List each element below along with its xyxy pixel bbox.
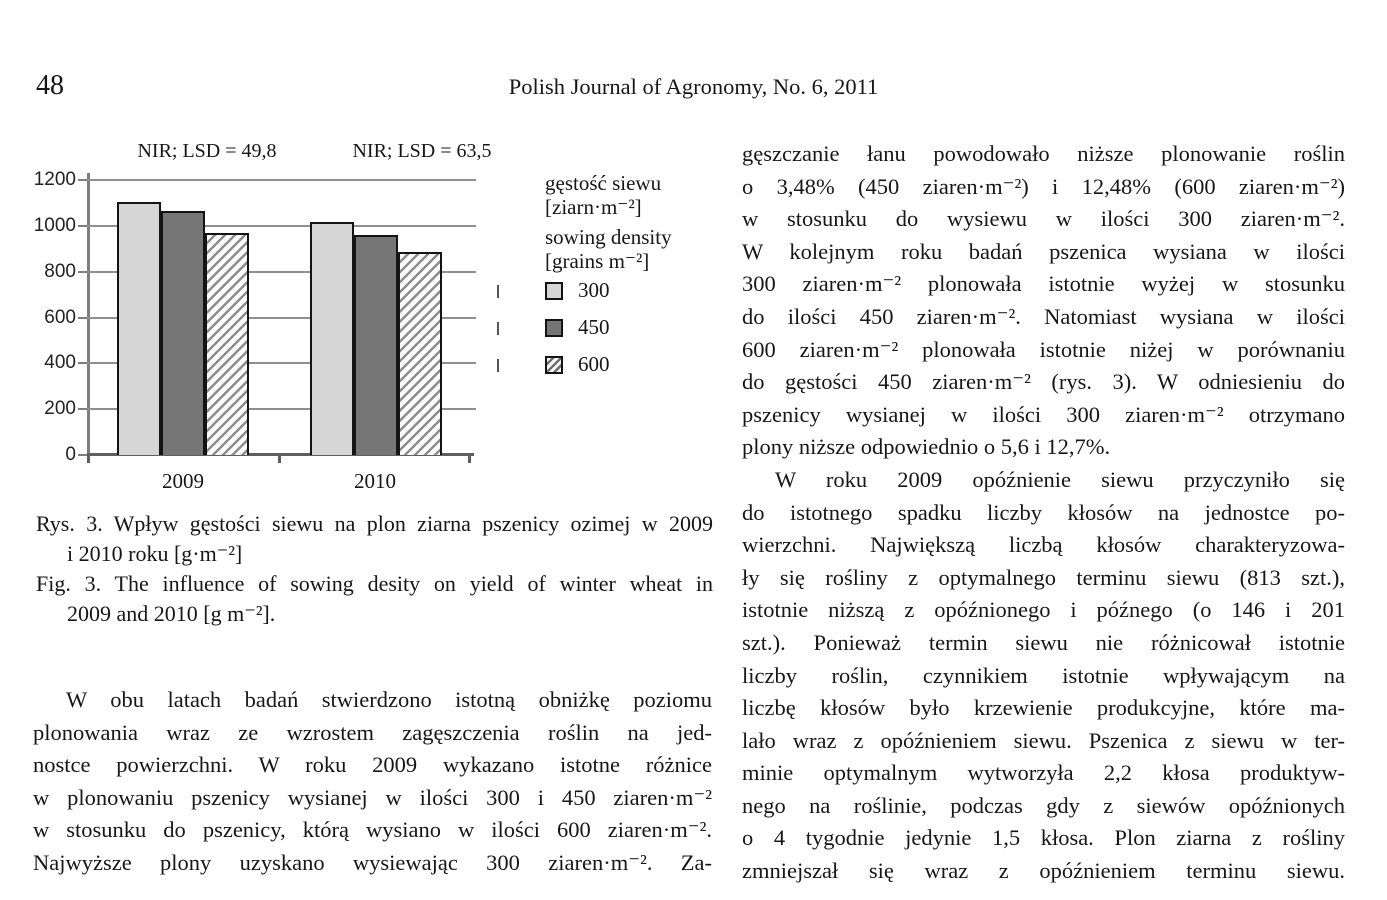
right-column-paragraph-1: gęszczanie łanu powodowało niższe plonow…	[742, 138, 1345, 464]
caption-line-pl-cont: i 2010 roku [g·m⁻²]	[67, 541, 243, 566]
text-line: do gęstości 450 ziaren·m⁻² (rys. 3). W o…	[742, 369, 1345, 395]
gridline	[87, 362, 476, 365]
text-line: plony niższe odpowiednio o 5,6 i 12,7%.	[742, 434, 1111, 460]
text-line: w plonowaniu pszenicy wysianej w ilości …	[33, 784, 712, 810]
y-axis-tick-label: 0	[65, 444, 76, 465]
text-line: liczby roślin, czynnikiem istotnie wpływ…	[742, 662, 1345, 688]
bar-2009-600	[205, 233, 249, 455]
bar-2009-300	[117, 201, 161, 455]
chart-legend: gęstość siewu [ziarn·m⁻²] sowing density…	[545, 133, 725, 393]
x-axis-tick	[278, 456, 281, 463]
text-line: W roku 2009 opóźnienie siewu przyczyniło…	[775, 466, 1345, 492]
text-line: o 3,48% (450 ziaren·m⁻²) i 12,48% (600 z…	[742, 173, 1345, 199]
text-line: o 4 tygodnie jedynie 1,5 kłosa. Plon zia…	[742, 825, 1345, 851]
bar-2010-450	[354, 235, 398, 455]
legend-title-en: sowing density	[545, 225, 672, 249]
text-line: W obu latach badań stwierdzono istotną o…	[66, 687, 712, 712]
right-column-paragraph-2: W roku 2009 opóźnienie siewu przyczyniło…	[742, 464, 1345, 888]
bar-2010-600	[398, 251, 442, 455]
figure-caption: Rys. 3. Wpływ gęstości siewu na plon zia…	[36, 509, 713, 629]
left-column-paragraph: W obu latach badań stwierdzono istotną o…	[33, 684, 712, 880]
legend-title-pl-unit: [ziarn·m⁻²]	[545, 195, 642, 219]
text-line: ły się rośliny z optymalnego terminu sie…	[742, 564, 1345, 590]
scan-artifact-mark	[497, 359, 499, 372]
caption-line-pl: Rys. 3. Wpływ gęstości siewu na plon zia…	[36, 511, 713, 536]
gridline	[87, 408, 476, 411]
y-axis-tick-label: 400	[44, 352, 76, 374]
text-line: w stosunku do wysiewu w ilości 300 ziare…	[742, 206, 1345, 232]
x-axis-label-2009: 2009	[162, 469, 204, 493]
bar-2009-450	[161, 210, 205, 455]
legend-item-300: 300	[545, 278, 610, 303]
y-axis-tick-label: 200	[44, 398, 76, 420]
text-line: do istotnego spadku liczby kłosów na jed…	[742, 499, 1345, 525]
y-axis-tick	[78, 224, 87, 227]
x-axis-tick	[468, 456, 471, 463]
y-axis-tick	[78, 362, 87, 365]
scan-artifact-mark	[497, 285, 499, 298]
caption-line-en: Fig. 3. The influence of sowing desity o…	[36, 571, 713, 596]
gridline	[87, 179, 476, 181]
text-line: Najwyższe plony uzyskano wysiewając 300 …	[33, 849, 712, 875]
y-axis-tick	[78, 454, 87, 456]
text-line: istotnie niższą z opóźnionego i późnego …	[742, 597, 1345, 623]
legend-swatch-hatched-icon	[545, 355, 563, 374]
y-axis-tick	[78, 270, 87, 273]
legend-title-en-unit: [grains m⁻²]	[545, 249, 650, 273]
y-axis-tick	[78, 179, 87, 181]
y-axis-tick	[78, 408, 87, 411]
text-line: 600 ziaren·m⁻² plonowała istotnie niżej …	[742, 336, 1345, 362]
y-axis-line	[87, 173, 90, 457]
text-line: nostce powierzchni. W roku 2009 wykazano…	[33, 752, 712, 778]
gridline	[87, 316, 476, 319]
text-line: liczbę kłosów było krzewienie produkcyjn…	[742, 695, 1345, 721]
caption-line-en-cont: 2009 and 2010 [g m⁻²].	[67, 601, 276, 626]
scan-artifact-mark	[497, 322, 499, 335]
text-line: do ilości 450 ziaren·m⁻². Natomiast wysi…	[742, 303, 1345, 329]
chart-plot-area	[78, 179, 476, 463]
legend-swatch-light-icon	[545, 281, 563, 300]
bar-2010-300	[310, 222, 354, 455]
right-column: gęszczanie łanu powodowało niższe plonow…	[742, 138, 1345, 888]
gridline	[87, 270, 476, 273]
page-number: 48	[36, 70, 64, 101]
text-line: plonowania wraz ze wzrostem zagęszczenia…	[33, 719, 712, 745]
text-line: zmniejszał się wraz z opóźnieniem termin…	[742, 858, 1345, 884]
legend-item-label: 300	[578, 278, 610, 302]
text-line: pszenicy wysianej w ilości 300 ziaren·m⁻…	[742, 401, 1345, 427]
legend-item-450: 450	[545, 315, 610, 340]
x-axis-tick	[87, 456, 90, 463]
text-line: wierzchni. Największą liczbą kłosów char…	[742, 532, 1345, 558]
x-axis-line	[87, 453, 474, 456]
legend-item-label: 450	[578, 315, 610, 339]
y-axis-tick	[78, 316, 87, 319]
y-axis-tick-label: 600	[44, 306, 76, 328]
y-axis-tick-label: 1000	[33, 214, 76, 236]
lsd-annotation-2009: NIR; LSD = 49,8	[137, 140, 277, 162]
y-axis-tick-label: 800	[44, 260, 76, 282]
legend-title-pl: gęstość siewu	[545, 171, 662, 195]
text-line: 300 ziaren·m⁻² plonowała istotnie wyżej …	[742, 271, 1345, 297]
text-line: nego na roślinie, podczas gdy z siewów o…	[742, 792, 1345, 818]
text-line: minie optymalnym wytworzyła 2,2 kłosa pr…	[742, 760, 1345, 786]
text-line: gęszczanie łanu powodowało niższe plonow…	[742, 141, 1345, 166]
text-line: w stosunku do pszenicy, którą wysiano w …	[33, 817, 712, 843]
legend-item-label: 600	[578, 352, 610, 376]
legend-item-600: 600	[545, 352, 610, 377]
text-line: szt.). Ponieważ termin siewu nie różnico…	[742, 629, 1345, 655]
text-line: lało wraz z opóźnieniem siewu. Pszenica …	[742, 727, 1345, 753]
x-axis-label-2010: 2010	[354, 469, 396, 493]
gridline	[87, 224, 476, 227]
text-line: W kolejnym roku badań pszenica wysiana w…	[742, 238, 1345, 264]
y-axis-tick-label: 1200	[33, 169, 76, 190]
lsd-annotation-2010: NIR; LSD = 63,5	[352, 140, 492, 162]
journal-header: Polish Journal of Agronomy, No. 6, 2011	[508, 74, 879, 99]
legend-swatch-dark-icon	[545, 318, 563, 337]
figure-3-bar-chart: NIR; LSD = 49,8 NIR; LSD = 63,5 0 200 400 6…	[30, 133, 730, 511]
